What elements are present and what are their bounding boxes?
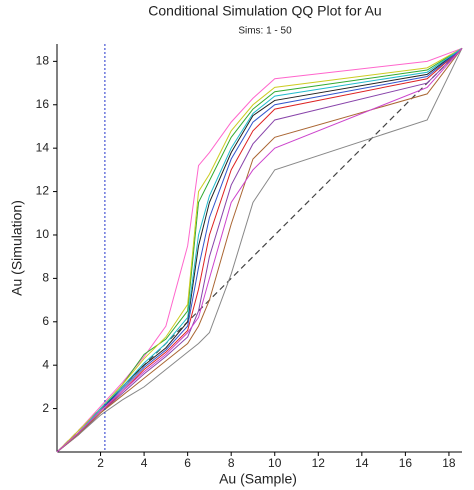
x-tick-label: 16 [399, 456, 413, 470]
x-tick-label: 12 [312, 456, 326, 470]
x-axis-label: Au (Sample) [219, 471, 297, 487]
x-tick-label: 4 [141, 456, 148, 470]
y-tick-label: 2 [42, 401, 49, 415]
x-tick-label: 10 [268, 456, 282, 470]
y-tick-label: 8 [42, 271, 49, 285]
sim-line [56, 48, 463, 453]
sim-line [56, 47, 463, 453]
x-tick-label: 2 [97, 456, 104, 470]
x-tick-label: 18 [442, 456, 456, 470]
sim-line [56, 48, 463, 453]
x-tick-label: 8 [228, 456, 235, 470]
y-tick-label: 12 [36, 184, 50, 198]
y-tick-label: 14 [36, 140, 50, 154]
y-tick-label: 16 [36, 97, 50, 111]
y-tick-label: 10 [36, 227, 50, 241]
sim-line [56, 48, 463, 453]
chart-title: Conditional Simulation QQ Plot for Au [148, 3, 381, 19]
x-tick-label: 14 [355, 456, 369, 470]
y-tick-label: 6 [42, 314, 49, 328]
y-tick-label: 18 [36, 54, 50, 68]
y-axis-label: Au (Simulation) [9, 200, 25, 296]
y-tick-label: 4 [42, 357, 49, 371]
x-tick-label: 6 [184, 456, 191, 470]
chart-subtitle: Sims: 1 - 50 [238, 26, 292, 37]
sim-line [56, 47, 463, 453]
